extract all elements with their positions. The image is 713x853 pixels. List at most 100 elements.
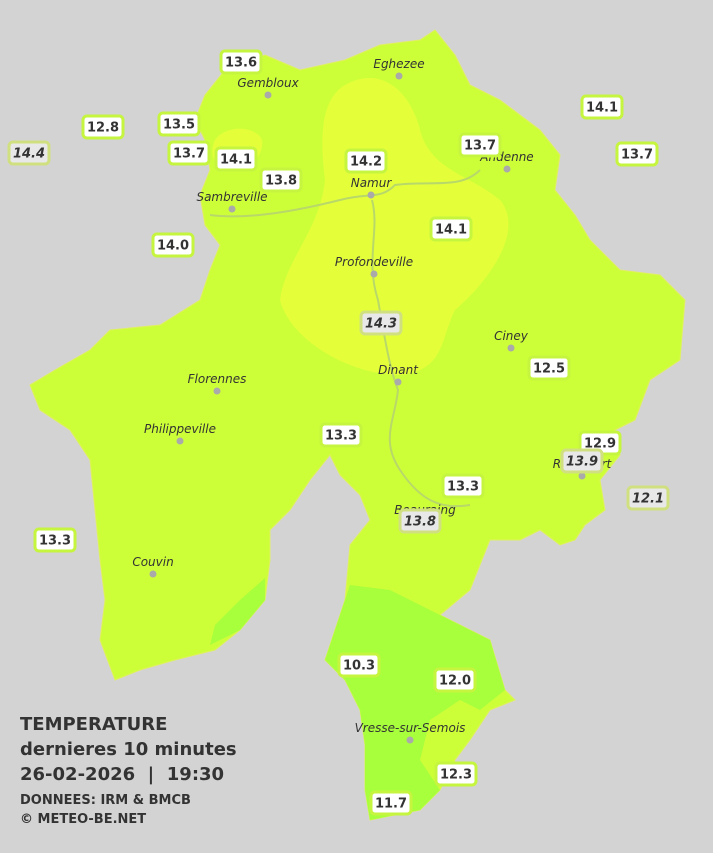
legend: TEMPERATURE dernieres 10 minutes 26-02-2… [20,714,237,827]
station-value: 14.1 [586,101,618,116]
station-box [434,761,478,787]
warm-zone [280,77,509,376]
station-box [429,216,473,242]
station-box [337,652,381,678]
station-value: 11.7 [375,797,407,812]
station: 11.7 [369,790,413,816]
station-box [81,114,125,140]
station-box [33,527,77,553]
station-box [359,310,403,336]
station-value: 12.5 [533,362,565,377]
station: 13.7 [458,132,502,158]
station-box [527,355,571,381]
city-dot [213,387,221,395]
city-label: Florennes [188,372,247,386]
station: 14.3 [359,310,403,336]
city-label: Sambreville [196,190,267,204]
station-value: 13.9 [566,455,598,470]
station-value: 13.7 [464,139,496,154]
station-value: 14.1 [220,153,252,168]
station-box [157,111,201,137]
station: 13.8 [259,167,303,193]
city-dot [228,205,236,213]
station: 13.3 [33,527,77,553]
city-dot [264,91,272,99]
station: 12.8 [81,114,125,140]
station: 13.3 [441,473,485,499]
station: 14.0 [151,232,195,258]
station: 13.7 [167,140,211,166]
city-label: Profondeville [335,255,413,269]
station-box [319,422,363,448]
station: 14.1 [214,146,258,172]
station-value: 14.1 [435,223,467,238]
station: 12.5 [527,355,571,381]
city-dot [406,736,414,744]
station-box [369,790,413,816]
cities: EghezeeGemblouxAndenneNamurSambrevillePr… [132,57,613,744]
station: 13.9 [560,448,604,474]
station-box [398,508,442,534]
station-box [626,485,670,511]
station-box [433,667,477,693]
city-label: Vresse-sur-Semois [355,721,466,735]
city-dot [367,191,375,199]
station: 14.1 [580,94,624,120]
legend-title: TEMPERATURE [20,714,167,735]
station: 13.8 [398,508,442,534]
station: 12.0 [433,667,477,693]
station-value: 13.5 [163,118,195,133]
station-box [441,473,485,499]
station-value: 13.3 [39,534,71,549]
station-value: 13.3 [447,480,479,495]
station-box [214,146,258,172]
station: 14.1 [429,216,473,242]
city-dot [507,344,515,352]
city-dot [578,472,586,480]
river [209,169,481,508]
station: 13.7 [615,141,659,167]
city-label: Ciney [494,329,529,343]
station-box [615,141,659,167]
station: 10.3 [337,652,381,678]
city-label: Dinant [378,363,419,377]
station-value: 12.0 [439,674,471,689]
station-value: 13.7 [621,148,653,163]
stations: 13.6 12.8 13.5 14.4 13.7 14.1 13.8 14.2 13.7 14.1… [7,49,670,816]
city-label: Couvin [132,555,173,569]
station-box [560,448,604,474]
station-box [259,167,303,193]
legend-datetime: 26-02-2026 | 19:30 [20,764,224,785]
station-value: 14.3 [365,317,397,332]
station-value: 13.6 [225,56,257,71]
station: 12.1 [626,485,670,511]
station: 12.3 [434,761,478,787]
station-box [219,49,263,75]
cool-zone [325,585,505,820]
legend-source: DONNEES: IRM & BMCB [20,793,191,808]
city-dot [176,437,184,445]
station-value: 13.7 [173,147,205,162]
station: 13.3 [319,422,363,448]
station-value: 10.3 [343,659,375,674]
station-value: 13.8 [265,174,297,189]
station-value: 12.8 [87,121,119,136]
city-dot [503,165,511,173]
station-box [151,232,195,258]
station-box [344,148,388,174]
station-value: 13.3 [325,429,357,444]
station: 14.4 [7,140,51,166]
station-value: 12.1 [632,492,664,507]
city-label: Philippeville [144,422,216,436]
city-label: Gembloux [237,76,299,90]
station: 14.2 [344,148,388,174]
station-value: 12.3 [440,768,472,783]
station-value: 12.9 [584,437,616,452]
city-dot [395,72,403,80]
city-dot [394,378,402,386]
station-box [7,140,51,166]
station-box [580,94,624,120]
station-box [458,132,502,158]
city-dot [149,570,157,578]
